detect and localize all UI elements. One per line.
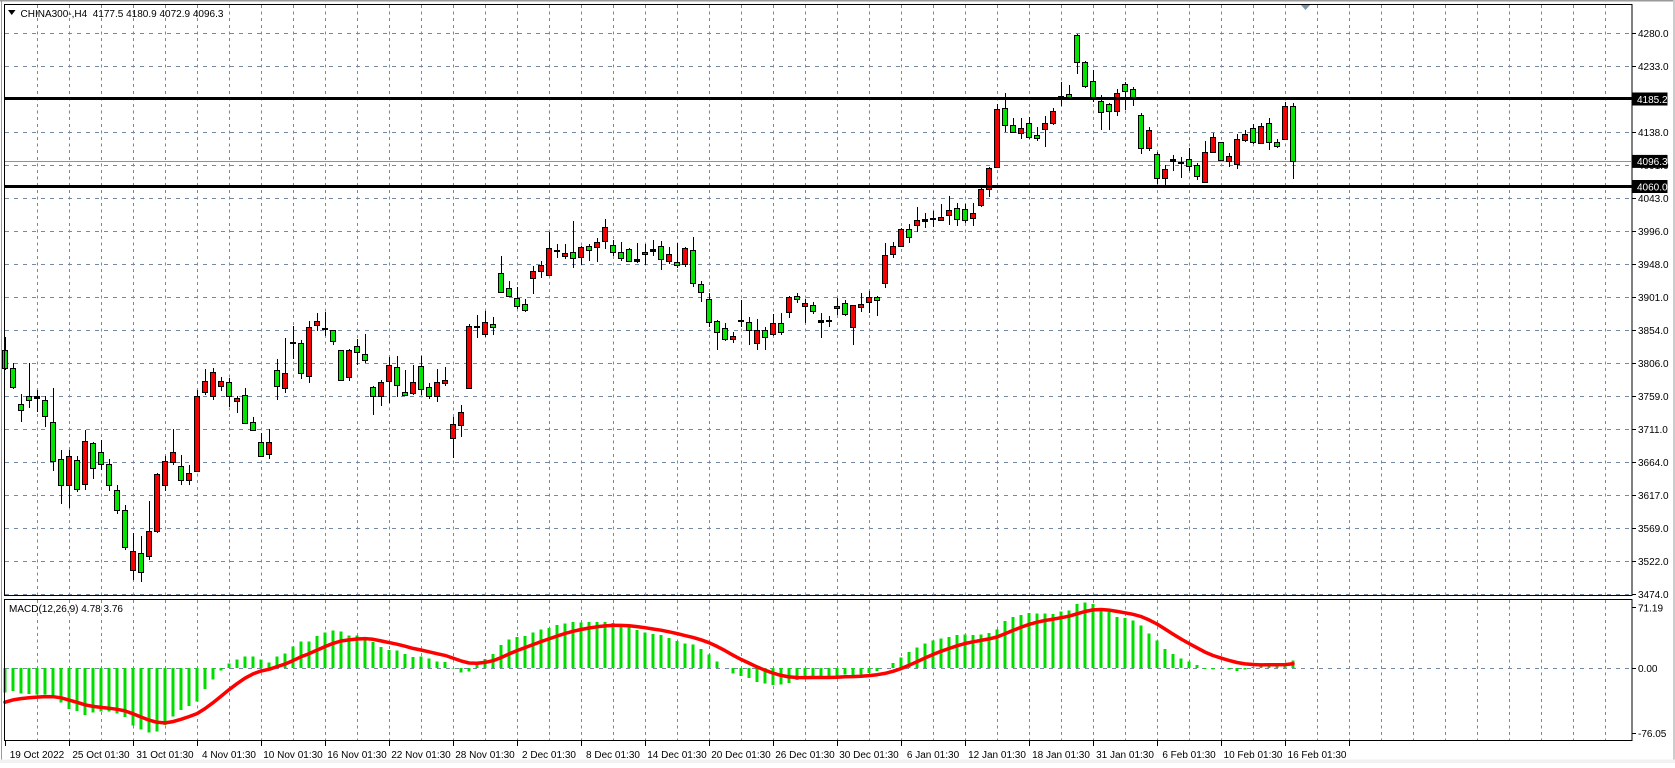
svg-text:4096.3: 4096.3 (1637, 157, 1668, 168)
svg-text:30 Dec 01:30: 30 Dec 01:30 (839, 750, 899, 761)
svg-text:3948.0: 3948.0 (1638, 260, 1669, 271)
svg-text:71.19: 71.19 (1638, 604, 1663, 615)
svg-text:18 Jan 01:30: 18 Jan 01:30 (1032, 750, 1090, 761)
svg-text:26 Dec 01:30: 26 Dec 01:30 (775, 750, 835, 761)
svg-text:3901.0: 3901.0 (1638, 293, 1669, 304)
svg-text:4043.0: 4043.0 (1638, 194, 1669, 205)
svg-text:31 Oct 01:30: 31 Oct 01:30 (136, 750, 194, 761)
svg-text:2 Dec 01:30: 2 Dec 01:30 (522, 750, 576, 761)
svg-text:3806.0: 3806.0 (1638, 359, 1669, 370)
svg-text:16 Nov 01:30: 16 Nov 01:30 (327, 750, 387, 761)
svg-text:4060.0: 4060.0 (1637, 182, 1668, 193)
svg-text:3996.0: 3996.0 (1638, 227, 1669, 238)
svg-text:MACD(12,26,9) 4.78 3.76: MACD(12,26,9) 4.78 3.76 (9, 604, 123, 615)
svg-text:19 Oct 2022: 19 Oct 2022 (10, 750, 65, 761)
svg-text:28 Nov 01:30: 28 Nov 01:30 (455, 750, 515, 761)
svg-text:31 Jan 01:30: 31 Jan 01:30 (1096, 750, 1154, 761)
svg-text:14 Dec 01:30: 14 Dec 01:30 (647, 750, 707, 761)
svg-text:25 Oct 01:30: 25 Oct 01:30 (72, 750, 130, 761)
svg-text:3759.0: 3759.0 (1638, 392, 1669, 403)
svg-text:6 Feb 01:30: 6 Feb 01:30 (1162, 750, 1216, 761)
svg-text:3854.0: 3854.0 (1638, 326, 1669, 337)
svg-text:22 Nov 01:30: 22 Nov 01:30 (391, 750, 451, 761)
svg-text:6 Jan 01:30: 6 Jan 01:30 (907, 750, 960, 761)
svg-text:-76.05: -76.05 (1638, 729, 1667, 740)
svg-text:3664.0: 3664.0 (1638, 458, 1669, 469)
svg-text:4280.0: 4280.0 (1638, 29, 1669, 40)
svg-text:10 Nov 01:30: 10 Nov 01:30 (263, 750, 323, 761)
svg-text:4185.2: 4185.2 (1637, 95, 1668, 106)
svg-text:4233.0: 4233.0 (1638, 62, 1669, 73)
svg-text:16 Feb 01:30: 16 Feb 01:30 (1288, 750, 1347, 761)
svg-text:4138.0: 4138.0 (1638, 128, 1669, 139)
svg-text:3711.0: 3711.0 (1638, 425, 1668, 436)
svg-text:3522.0: 3522.0 (1638, 557, 1669, 568)
svg-text:8 Dec 01:30: 8 Dec 01:30 (586, 750, 640, 761)
svg-text:12 Jan 01:30: 12 Jan 01:30 (968, 750, 1026, 761)
svg-text:3474.0: 3474.0 (1638, 590, 1669, 601)
svg-text:20 Dec 01:30: 20 Dec 01:30 (711, 750, 771, 761)
svg-text:4 Nov 01:30: 4 Nov 01:30 (202, 750, 256, 761)
svg-text:0.00: 0.00 (1638, 664, 1658, 675)
svg-text:10 Feb 01:30: 10 Feb 01:30 (1224, 750, 1283, 761)
svg-text:CHINA300-,H4 4177.5 4180.9 40: CHINA300-,H4 4177.5 4180.9 4072.9 4096.3 (21, 9, 224, 20)
svg-text:3569.0: 3569.0 (1638, 524, 1669, 535)
svg-text:3617.0: 3617.0 (1638, 491, 1669, 502)
